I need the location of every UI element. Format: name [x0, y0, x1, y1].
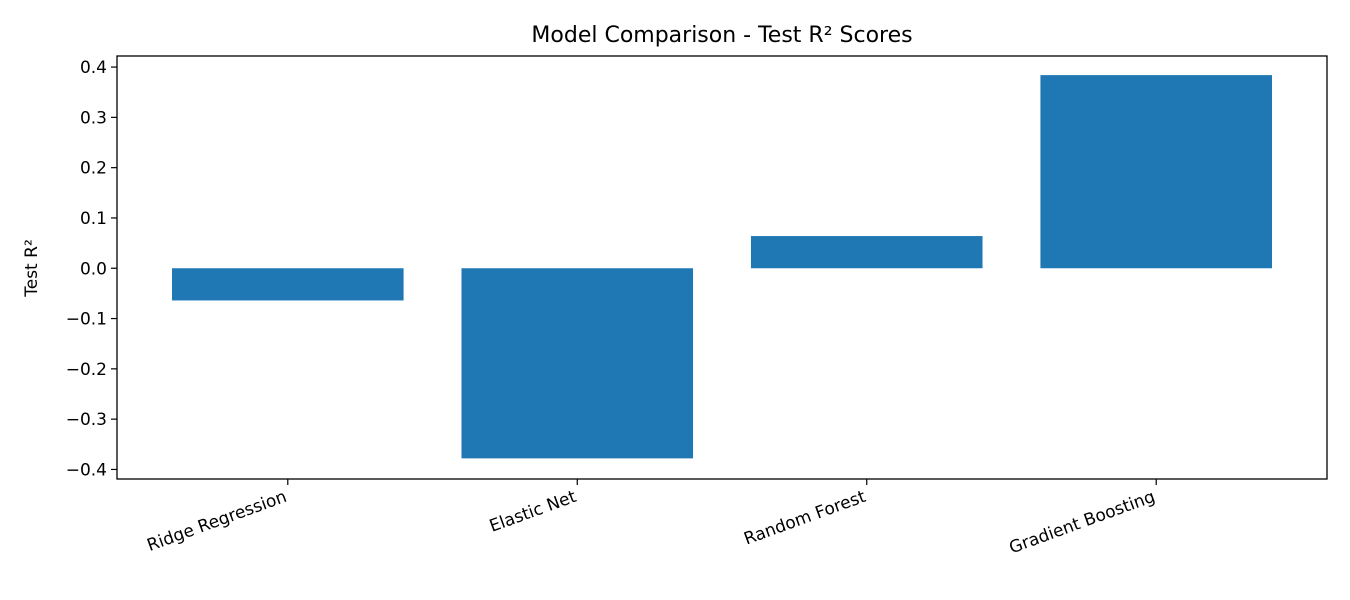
x-tick-label: Gradient Boosting: [1007, 487, 1158, 558]
y-ticks-group: −0.4 −0.3 −0.2 −0.1 0.0 0.1 0.2 0.3 0.4: [66, 58, 117, 480]
bar-random-forest: [750, 236, 983, 269]
y-tick-label: 0.1: [80, 209, 107, 229]
bar-elastic-net: [461, 268, 694, 459]
bar-ridge-regression: [172, 268, 404, 301]
x-tick-label: Ridge Regression: [145, 487, 290, 556]
y-tick-label: −0.4: [66, 460, 107, 480]
chart-title: Model Comparison - Test R² Scores: [531, 23, 912, 48]
plot-frame: [116, 55, 1328, 480]
y-axis-label: Test R²: [22, 239, 42, 298]
bars-group: [172, 75, 1272, 459]
y-tick-label: −0.3: [66, 410, 107, 430]
bar-gradient-boosting: [1040, 75, 1272, 269]
x-tick-label: Elastic Net: [487, 487, 579, 537]
y-tick-label: 0.2: [80, 159, 107, 179]
y-tick-label: 0.0: [80, 259, 107, 279]
y-tick-label: 0.3: [80, 108, 107, 128]
y-tick-label: 0.4: [80, 58, 107, 78]
y-tick-label: −0.1: [66, 310, 107, 330]
x-ticks-group: Ridge Regression Elastic Net Random Forest…: [145, 479, 1158, 558]
x-tick-label: Random Forest: [741, 487, 868, 550]
y-tick-label: −0.2: [66, 360, 107, 380]
